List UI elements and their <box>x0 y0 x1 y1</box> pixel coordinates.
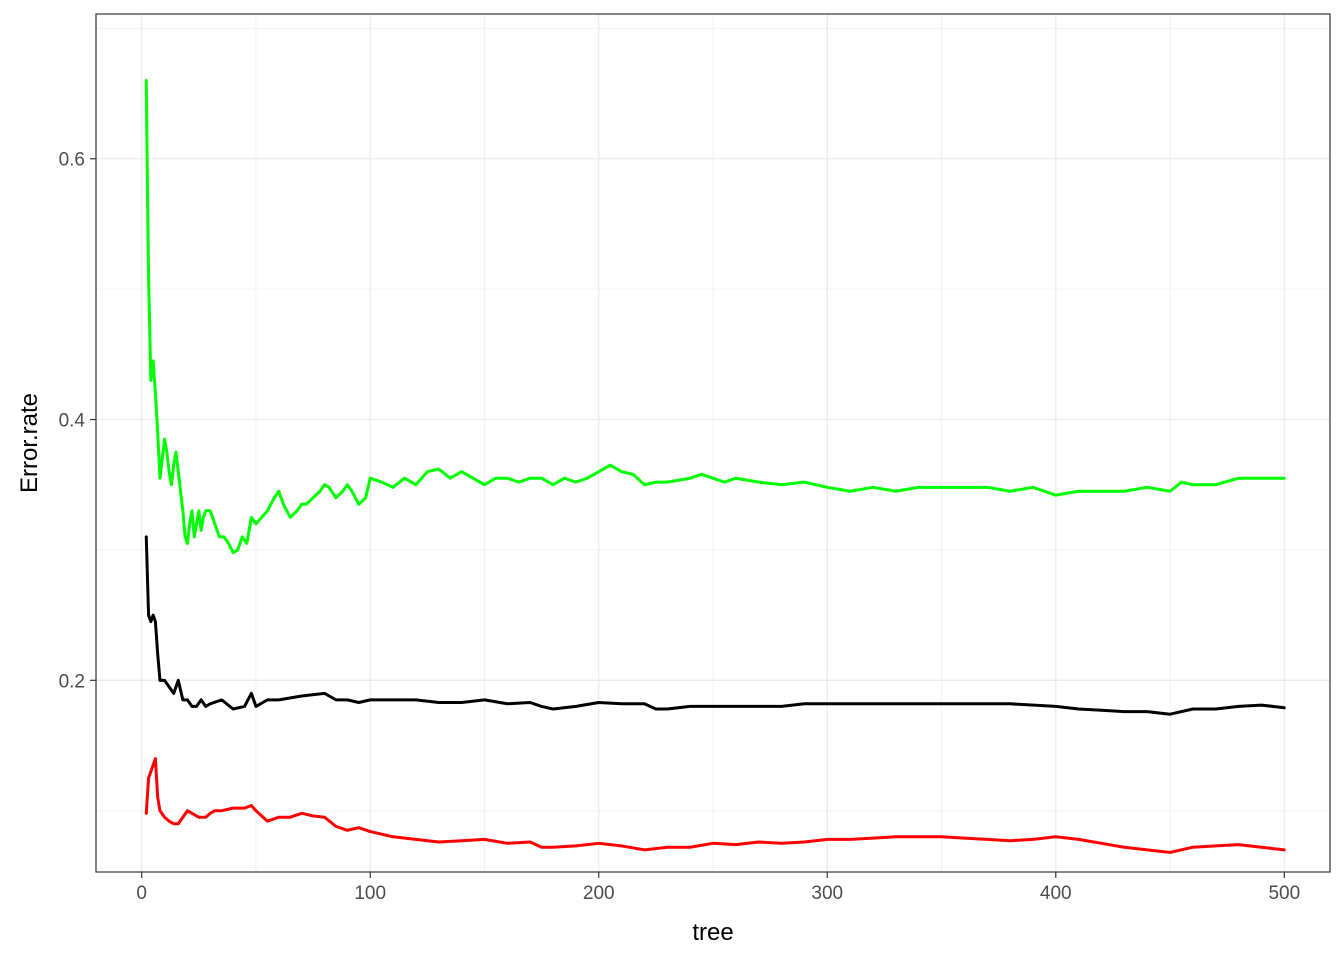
axis-ticks: 0 100 200 300 400 500 0.2 0.4 0.6 <box>59 150 1301 904</box>
y-tick-label: 0.4 <box>59 411 86 432</box>
x-tick-label: 100 <box>354 883 386 904</box>
series-line-3 <box>144 757 1286 854</box>
y-tick-label: 0.2 <box>59 671 85 692</box>
y-tick-label: 0.6 <box>59 150 85 171</box>
x-tick-label: 300 <box>811 883 843 904</box>
x-axis-title: tree <box>692 919 733 946</box>
series-line-2 <box>144 535 1286 716</box>
x-tick-label: 500 <box>1268 883 1300 904</box>
x-tick-label: 0 <box>136 883 147 904</box>
y-axis-title: Error.rate <box>16 393 43 493</box>
x-tick-label: 200 <box>583 883 615 904</box>
grid <box>96 14 1330 872</box>
series-line-1 <box>144 79 1286 555</box>
plot-border <box>95 13 1331 873</box>
series-layer <box>144 79 1286 854</box>
x-tick-label: 400 <box>1040 883 1072 904</box>
